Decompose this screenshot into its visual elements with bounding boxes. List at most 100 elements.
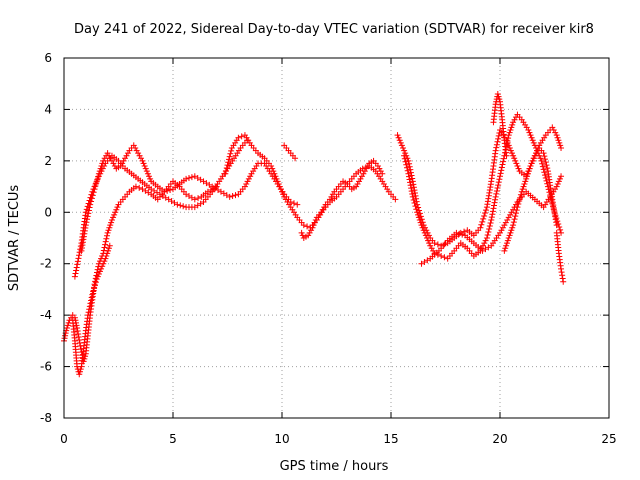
trace-marker: [497, 170, 504, 177]
data-point: [405, 157, 412, 164]
trace-marker: [253, 163, 260, 169]
trace-marker: [442, 240, 449, 247]
trace-marker: [279, 188, 285, 195]
trace-marker: [410, 184, 417, 191]
trace-marker: [142, 165, 149, 172]
trace-marker: [233, 137, 240, 144]
trace-marker: [98, 168, 105, 175]
trace-marker: [415, 211, 422, 218]
trace-marker: [479, 242, 486, 249]
trace-marker: [280, 191, 287, 198]
x-tick-label: 20: [492, 432, 507, 446]
trace-marker: [100, 260, 107, 267]
trace-marker: [507, 211, 514, 218]
trace-marker: [541, 134, 548, 141]
trace-marker: [77, 243, 84, 250]
trace-marker: [101, 163, 108, 169]
trace-marker: [130, 185, 137, 192]
trace-marker: [74, 328, 81, 334]
trace-marker: [72, 270, 79, 277]
trace-marker: [252, 147, 259, 154]
trace-marker: [360, 170, 367, 177]
trace-marker: [311, 219, 318, 226]
trace-marker: [399, 145, 406, 151]
data-point: [102, 255, 109, 262]
trace-marker: [405, 173, 412, 180]
trace-marker: [77, 366, 84, 373]
trace-marker: [103, 232, 110, 239]
trace-marker: [553, 219, 560, 226]
trace-marker: [548, 193, 555, 200]
trace-marker: [289, 152, 296, 159]
data-point: [427, 242, 434, 249]
trace-marker: [167, 187, 174, 193]
trace-marker: [461, 228, 468, 235]
trace-marker: [95, 271, 102, 277]
trace-marker: [110, 160, 117, 167]
trace-marker: [506, 232, 513, 239]
trace-marker: [554, 134, 561, 141]
trace-marker: [503, 149, 510, 156]
trace-marker: [482, 207, 489, 214]
trace-marker: [84, 203, 91, 210]
data-point: [294, 201, 301, 208]
trace-marker: [500, 155, 507, 162]
trace-marker: [555, 247, 562, 254]
trace-marker: [555, 137, 562, 144]
trace-marker: [93, 178, 100, 185]
trace-marker: [403, 161, 410, 168]
trace-marker: [425, 237, 432, 244]
trace-marker: [61, 335, 68, 342]
trace-marker: [537, 155, 544, 162]
trace-marker: [139, 179, 146, 186]
trace-marker: [517, 194, 524, 201]
trace-marker: [272, 173, 279, 180]
data-point: [104, 150, 111, 157]
trace-marker: [495, 93, 502, 100]
trace-marker: [504, 217, 511, 223]
trace-marker: [512, 213, 519, 220]
trace-marker: [416, 217, 423, 223]
trace-marker: [91, 183, 98, 190]
series-track-b: [69, 242, 113, 378]
trace-marker: [495, 232, 502, 239]
series-track-d: [71, 137, 251, 280]
data-point: [422, 232, 429, 239]
trace-marker: [543, 162, 550, 169]
trace-marker: [119, 196, 126, 203]
trace-marker: [103, 253, 110, 259]
trace-marker: [477, 245, 484, 252]
trace-marker: [259, 153, 266, 160]
trace-marker: [185, 175, 192, 181]
trace-marker: [511, 116, 518, 123]
trace-marker: [397, 139, 404, 146]
trace-marker: [407, 182, 414, 189]
trace-marker: [207, 191, 214, 198]
trace-marker: [358, 173, 365, 180]
trace-marker: [91, 285, 98, 292]
trace-marker: [420, 227, 427, 234]
data-point: [98, 265, 105, 272]
data-point: [398, 142, 405, 149]
trace-marker: [516, 114, 523, 121]
trace-marker: [202, 190, 209, 197]
trace-marker: [83, 206, 90, 213]
trace-marker: [512, 210, 519, 217]
trace-marker: [411, 190, 418, 196]
data-point: [483, 235, 490, 241]
trace-marker: [136, 152, 143, 159]
trace-marker: [557, 142, 564, 149]
trace-marker: [433, 249, 440, 256]
trace-marker: [520, 171, 527, 178]
trace-marker: [520, 183, 527, 190]
data-point: [518, 188, 525, 195]
trace-marker: [515, 201, 522, 208]
trace-marker: [508, 150, 515, 157]
trace-marker: [491, 199, 498, 206]
data-point: [418, 222, 425, 229]
trace-marker: [224, 162, 231, 169]
trace-marker: [542, 156, 549, 163]
trace-marker: [368, 159, 375, 166]
trace-marker: [140, 160, 147, 167]
